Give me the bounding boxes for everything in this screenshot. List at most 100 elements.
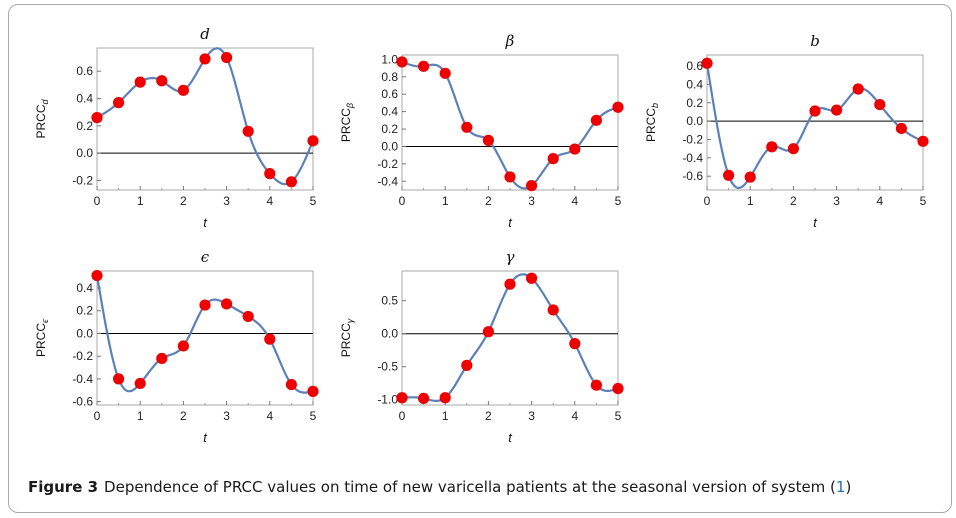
series-line xyxy=(96,47,315,186)
y-tick-label: 0.4 xyxy=(381,105,398,119)
data-point xyxy=(895,122,908,135)
y-tick-label: -0.6 xyxy=(682,169,703,183)
x-tick-label: 1 xyxy=(442,409,449,423)
y-axis-label-subscript: γ xyxy=(345,318,355,323)
x-tick-label: 2 xyxy=(180,194,187,208)
y-axis-label-main: PRCC xyxy=(34,323,48,357)
data-point xyxy=(809,105,821,117)
data-point xyxy=(526,272,538,284)
y-tick-label: -0.6 xyxy=(72,395,93,409)
plot-frame xyxy=(401,54,619,191)
y-axis-label-main: PRCC xyxy=(34,104,48,138)
y-tick-label: 0.2 xyxy=(76,119,93,133)
y-axis-label-subscript: ϵ xyxy=(40,318,50,323)
x-tick-label: 5 xyxy=(310,194,317,208)
data-point xyxy=(744,171,756,183)
caption-reference-link[interactable]: 1 xyxy=(835,478,846,496)
chart-title: γ xyxy=(506,248,515,266)
data-point xyxy=(91,112,103,124)
y-tick-label: 0.2 xyxy=(76,304,93,318)
data-point xyxy=(917,135,929,147)
data-point xyxy=(504,278,516,290)
y-axis-label-subscript: β xyxy=(345,103,355,109)
figure-frame xyxy=(8,4,952,513)
x-tick-label: 4 xyxy=(571,194,578,208)
data-point xyxy=(113,373,125,385)
data-point xyxy=(852,83,864,95)
data-point xyxy=(242,310,254,323)
data-point xyxy=(199,53,211,65)
y-tick-label: 0.4 xyxy=(686,77,703,91)
x-tick-label: 5 xyxy=(615,194,622,208)
data-point xyxy=(285,378,297,391)
data-point xyxy=(264,333,276,345)
x-tick-label: 2 xyxy=(180,409,187,423)
data-point xyxy=(134,76,146,88)
x-tick-label: 5 xyxy=(310,409,317,423)
data-point xyxy=(723,169,735,181)
data-point xyxy=(787,143,800,155)
data-point xyxy=(307,135,319,147)
y-tick-label: 0.6 xyxy=(76,64,93,78)
x-tick-label: 5 xyxy=(920,194,927,208)
chart-title: ϵ xyxy=(201,248,210,266)
y-axis-label: PRCCϵ xyxy=(34,318,50,357)
y-tick-label: -0.2 xyxy=(682,132,703,146)
data-point xyxy=(701,57,713,69)
x-axis-label: t xyxy=(813,215,818,230)
y-axis-label-main: PRCC xyxy=(339,108,353,142)
y-tick-label: -0.5 xyxy=(377,360,398,374)
x-tick-label: 2 xyxy=(485,194,492,208)
x-axis-label: t xyxy=(203,430,208,445)
y-tick-label: 0.8 xyxy=(381,70,398,84)
y-tick-label: -0.2 xyxy=(377,157,398,171)
data-point xyxy=(199,299,211,311)
data-point xyxy=(156,352,168,365)
y-tick-label: 1.0 xyxy=(381,52,398,66)
data-point xyxy=(221,298,233,310)
data-point xyxy=(569,338,581,350)
data-point xyxy=(264,168,276,180)
y-tick-label: 0.0 xyxy=(381,327,398,341)
data-point xyxy=(766,141,778,153)
y-tick-label: -0.4 xyxy=(72,372,93,386)
data-point xyxy=(482,326,494,338)
data-point xyxy=(396,392,408,404)
data-point xyxy=(461,359,473,371)
y-axis-label-subscript: b xyxy=(650,103,660,108)
x-tick-label: 0 xyxy=(94,194,101,208)
caption-text: Dependence of PRCC values on time of new… xyxy=(104,478,836,496)
plot-frame xyxy=(706,54,924,191)
data-point xyxy=(439,67,451,79)
y-tick-label: 0.0 xyxy=(76,146,93,160)
series-line xyxy=(401,273,619,403)
x-axis-label: t xyxy=(508,430,513,445)
y-tick-label: 0.6 xyxy=(381,87,398,101)
x-tick-label: 3 xyxy=(833,194,840,208)
data-point xyxy=(221,51,233,64)
x-tick-label: 1 xyxy=(137,194,144,208)
y-tick-label: 0.4 xyxy=(76,92,93,106)
caption-close-paren: ) xyxy=(845,478,852,496)
data-point xyxy=(439,392,451,404)
x-tick-label: 0 xyxy=(704,194,711,208)
y-tick-label: -1.0 xyxy=(377,393,398,407)
y-tick-label: 0.0 xyxy=(76,326,93,340)
x-tick-label: 0 xyxy=(94,409,101,423)
data-point xyxy=(590,379,603,391)
x-tick-label: 3 xyxy=(528,409,535,423)
y-tick-label: 0.0 xyxy=(381,139,398,153)
x-tick-label: 1 xyxy=(747,194,754,208)
data-point xyxy=(418,60,430,72)
y-tick-label: 0.6 xyxy=(686,59,703,73)
series-line xyxy=(401,60,619,190)
y-axis-label: PRCCβ xyxy=(339,103,355,142)
x-tick-label: 3 xyxy=(223,194,230,208)
y-axis-label-main: PRCC xyxy=(644,108,658,142)
data-point xyxy=(113,97,125,109)
x-tick-label: 3 xyxy=(528,194,535,208)
